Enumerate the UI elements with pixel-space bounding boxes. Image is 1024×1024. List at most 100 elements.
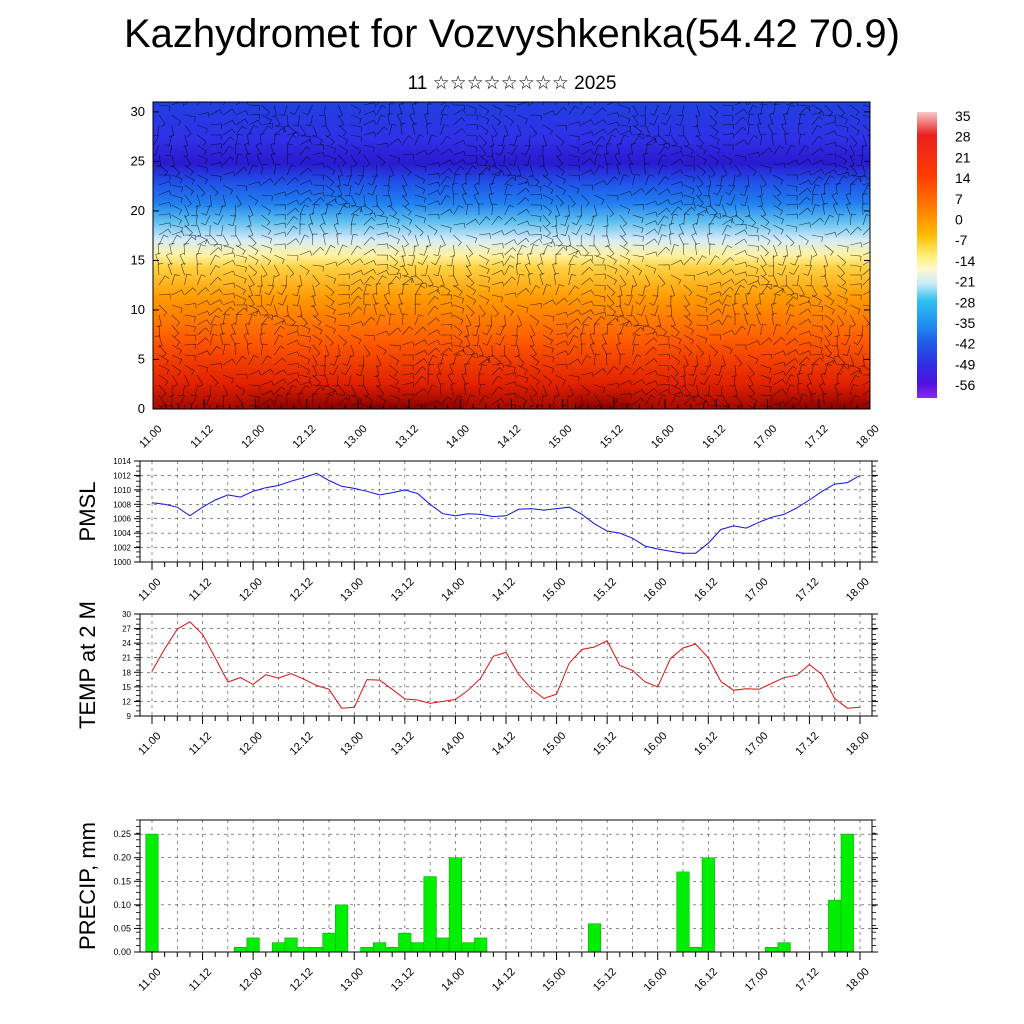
wind-barb: [592, 204, 598, 218]
wind-barb: [234, 343, 240, 356]
precip-bar: [676, 871, 690, 953]
wind-barb: [209, 247, 222, 256]
wind-barb: [286, 264, 295, 277]
wind-barb: [220, 194, 226, 208]
wind-barb: [158, 275, 170, 286]
wind-barb: [837, 365, 848, 376]
wind-barb: [184, 314, 196, 322]
wind-barb: [632, 314, 640, 328]
wind-barb: [566, 234, 572, 248]
wind-barb: [811, 353, 824, 360]
wind-barb: [542, 124, 553, 136]
wind-barb: [504, 247, 517, 256]
wind-barb: [619, 379, 633, 386]
wind-barb: [171, 114, 182, 126]
wind-barb: [491, 367, 504, 376]
wind-barb: [184, 174, 195, 185]
wind-barb: [261, 194, 273, 202]
wind-barb: [837, 114, 848, 125]
wind-barb: [853, 334, 864, 346]
wind-barb: [688, 374, 697, 386]
wind-barb: [542, 214, 551, 227]
wind-barb: [849, 394, 860, 406]
wind-barb: [466, 344, 476, 357]
wind-barb: [837, 304, 848, 316]
wind-barb: [337, 104, 344, 118]
wind-barb: [628, 162, 634, 176]
wind-barb: [350, 295, 362, 306]
wind-barb: [299, 139, 313, 146]
wind-barb: [407, 254, 416, 266]
wind-barb: [261, 163, 268, 176]
wind-barb: [560, 214, 569, 226]
wind-barb: [593, 144, 604, 156]
wind-barb: [645, 138, 658, 146]
wind-barb: [683, 344, 693, 357]
wind-barb: [606, 112, 620, 118]
wind-barb: [696, 174, 704, 188]
wind-barb: [440, 175, 452, 186]
wind-barb: [760, 234, 771, 246]
wind-barb: [248, 181, 261, 187]
wind-barb: [670, 324, 680, 337]
wind-barb: [606, 102, 620, 106]
wind-barb: [453, 140, 466, 146]
wind-barb: [264, 284, 275, 296]
wind-barb: [363, 404, 375, 409]
wind-barb: [645, 346, 657, 356]
wind-barb: [645, 394, 656, 406]
x-tick-label: 12.00: [237, 966, 265, 994]
wind-barb: [248, 294, 255, 308]
wind-barb: [274, 314, 285, 325]
wind-barb: [734, 102, 748, 106]
wind-barb: [235, 294, 247, 305]
wind-barb: [760, 254, 767, 268]
wind-barb: [248, 164, 258, 176]
wind-barb: [632, 378, 645, 386]
wind-barb: [171, 274, 180, 286]
wind-barb: [204, 224, 211, 237]
wind-barb: [453, 165, 465, 176]
wind-barb: [580, 333, 586, 346]
y-tick-label: 1000: [113, 558, 131, 567]
x-tick-label: 15.12: [598, 423, 626, 451]
wind-barb: [593, 154, 602, 166]
wind-barb: [760, 204, 767, 218]
wind-barb: [772, 274, 779, 288]
wind-barb: [248, 310, 261, 316]
wind-barb: [478, 344, 484, 358]
wind-barb: [785, 374, 795, 386]
wind-barb: [184, 273, 192, 286]
colorbar-label: 21: [955, 149, 971, 165]
y-tick-label: 15: [131, 252, 145, 267]
wind-barb: [427, 200, 441, 206]
wind-barb: [210, 288, 223, 296]
wind-barb: [478, 364, 487, 376]
wind-barb: [785, 304, 795, 316]
wind-barb: [257, 274, 263, 287]
wind-barb: [555, 106, 568, 116]
x-tick-label: 18.00: [844, 966, 872, 994]
wind-barb: [726, 194, 736, 206]
wind-barb: [862, 174, 870, 186]
wind-barb: [696, 271, 709, 277]
wind-barb: [709, 154, 719, 166]
wind-barb: [171, 164, 181, 177]
wind-barb: [824, 174, 835, 186]
wind-barb: [632, 354, 642, 366]
wind-barb: [649, 114, 659, 126]
wind-barb: [734, 284, 745, 296]
wind-barb: [619, 234, 628, 247]
wind-barb: [478, 134, 488, 147]
wind-barb: [824, 304, 835, 315]
wind-barb: [509, 154, 518, 166]
x-tick-label: 11.12: [188, 423, 215, 450]
wind-barb: [811, 234, 823, 242]
wind-barb: [581, 354, 592, 366]
wind-barb: [811, 176, 823, 186]
y-tick-label: 10: [131, 302, 145, 317]
wind-barb: [197, 112, 210, 118]
wind-barb: [806, 382, 813, 396]
wind-barb: [325, 294, 335, 306]
wind-barb: [286, 372, 300, 378]
